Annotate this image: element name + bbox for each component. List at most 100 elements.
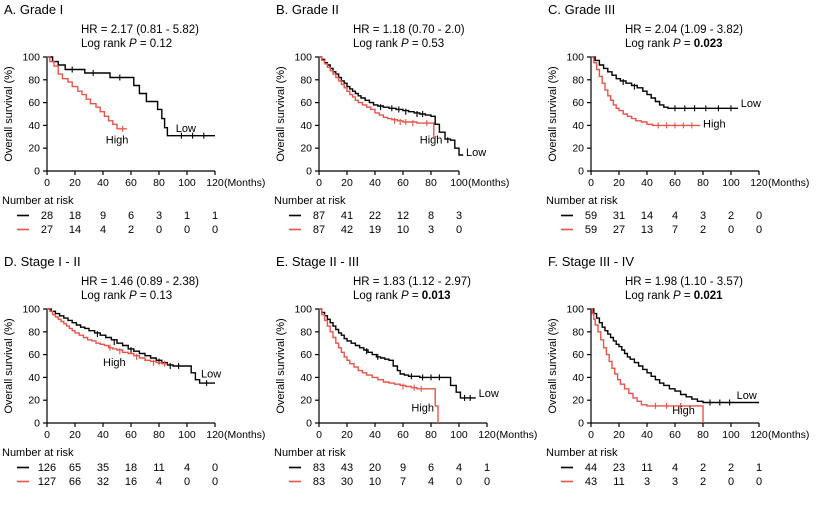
- logrank-p-symbol: P: [401, 38, 409, 50]
- risk-count: 43: [585, 476, 597, 488]
- panel-title: D. Stage I - II: [1, 254, 273, 271]
- km-curve-low: [591, 56, 738, 109]
- risk-count: 0: [212, 462, 218, 474]
- y-tick-label: 20: [572, 395, 584, 407]
- panel-stage-1-2: D. Stage I - II HR = 1.46 (0.89 - 2.38) Lo…: [1, 254, 273, 506]
- risk-count: 3: [644, 476, 650, 488]
- panel-letter: F.: [548, 254, 559, 269]
- x-tick-label: 40: [97, 177, 109, 189]
- risk-count: 66: [69, 476, 81, 488]
- x-tick-label: 60: [125, 429, 137, 441]
- logrank-p-value: 0.013: [422, 290, 451, 302]
- risk-count: 0: [756, 210, 762, 222]
- km-curve-low: [47, 308, 215, 384]
- y-tick-label: 20: [28, 395, 40, 407]
- risk-count: 16: [125, 476, 137, 488]
- km-curve-high: [591, 56, 701, 127]
- risk-count: 0: [184, 476, 190, 488]
- x-tick-label: 60: [397, 177, 409, 189]
- panel-subtitle: Grade I: [19, 2, 64, 17]
- risk-count: 2: [700, 462, 706, 474]
- panel-subtitle: Grade III: [564, 2, 616, 17]
- km-curve-low: [319, 56, 464, 156]
- y-tick-label: 20: [572, 143, 584, 155]
- risk-count: 10: [397, 224, 409, 236]
- risk-count: 87: [313, 224, 325, 236]
- curve-label-high: High: [420, 135, 443, 147]
- risk-count: 0: [212, 476, 218, 488]
- y-axis-label: Overall survival (%): [547, 66, 559, 161]
- risk-count: 9: [400, 462, 406, 474]
- km-curve-high: [319, 308, 439, 423]
- km-chart: HR = 1.18 (0.70 - 2.0)Log rank P = 0.530…: [274, 24, 509, 236]
- y-tick-label: 60: [572, 97, 584, 109]
- hr-annotation: HR = 2.04 (1.09 - 3.82): [625, 24, 743, 36]
- y-tick-label: 60: [572, 349, 584, 361]
- number-at-risk-label: Number at risk: [2, 447, 74, 459]
- panel-subtitle: Stage III - IV: [561, 254, 635, 269]
- risk-count: 1: [212, 210, 218, 222]
- x-tick-label: 40: [369, 429, 381, 441]
- y-tick-label: 80: [572, 74, 584, 86]
- risk-count: 127: [38, 476, 56, 488]
- x-tick-label: 20: [613, 177, 625, 189]
- y-tick-label: 40: [572, 120, 584, 132]
- curve-label-low: Low: [741, 98, 761, 110]
- x-tick-label: 120: [206, 177, 224, 189]
- km-curve-high: [591, 308, 704, 423]
- km-curve-low: [591, 308, 759, 404]
- risk-count: 2: [728, 210, 734, 222]
- km-curve-high: [319, 56, 437, 138]
- risk-count: 18: [125, 462, 137, 474]
- risk-count: 9: [100, 210, 106, 222]
- risk-count: 10: [369, 476, 381, 488]
- hr-annotation: HR = 1.46 (0.89 - 2.38): [81, 276, 199, 288]
- risk-count: 23: [613, 462, 625, 474]
- y-tick-label: 100: [294, 52, 312, 64]
- km-chart: HR = 1.98 (1.10 - 3.57) Log rank P = 0.02…: [546, 276, 809, 488]
- y-tick-label: 0: [306, 418, 312, 430]
- x-tick-label: 100: [178, 429, 196, 441]
- number-at-risk-label: Number at risk: [274, 195, 346, 207]
- y-axis-label: Overall survival (%): [3, 318, 15, 413]
- axes: [318, 57, 459, 172]
- panel-stage-2-3: E. Stage II - III HR = 1.83 (1.12 - 2.97)…: [273, 254, 545, 506]
- y-tick-label: 40: [572, 372, 584, 384]
- curve-label-low: Low: [466, 147, 486, 159]
- curve-label-high: High: [411, 403, 434, 415]
- y-tick-label: 40: [300, 120, 312, 132]
- logrank-prefix: Log rank: [353, 38, 401, 50]
- curve-label-high: High: [106, 135, 129, 147]
- panel-subtitle: Stage II - III: [291, 254, 360, 269]
- risk-count: 27: [613, 224, 625, 236]
- logrank-prefix: Log rank: [353, 290, 401, 302]
- x-tick-label: 40: [641, 177, 653, 189]
- risk-count: 7: [672, 224, 678, 236]
- risk-count: 4: [100, 224, 106, 236]
- risk-count: 12: [397, 210, 409, 222]
- x-tick-label: 100: [722, 429, 740, 441]
- y-axis-label: Overall survival (%): [275, 318, 287, 413]
- hr-annotation: HR = 1.83 (1.12 - 2.97): [353, 276, 471, 288]
- x-axis-unit: (Months): [468, 177, 509, 189]
- y-tick-label: 40: [300, 372, 312, 384]
- x-tick-label: 80: [153, 429, 165, 441]
- risk-count: 8: [428, 210, 434, 222]
- risk-count: 20: [369, 462, 381, 474]
- x-tick-label: 100: [178, 177, 196, 189]
- x-tick-label: 100: [722, 177, 740, 189]
- risk-count: 41: [341, 210, 353, 222]
- hr-annotation: HR = 1.18 (0.70 - 2.0): [353, 24, 465, 36]
- x-axis-unit: (Months): [768, 429, 809, 441]
- x-tick-label: 120: [206, 429, 224, 441]
- x-axis-unit: (Months): [224, 429, 265, 441]
- logrank-p-symbol: P: [673, 290, 681, 302]
- risk-count: 65: [69, 462, 81, 474]
- logrank-prefix: Log rank: [625, 38, 673, 50]
- y-tick-label: 20: [300, 143, 312, 155]
- risk-count: 35: [97, 462, 109, 474]
- risk-count: 14: [641, 210, 653, 222]
- risk-count: 22: [369, 210, 381, 222]
- risk-count: 59: [585, 210, 597, 222]
